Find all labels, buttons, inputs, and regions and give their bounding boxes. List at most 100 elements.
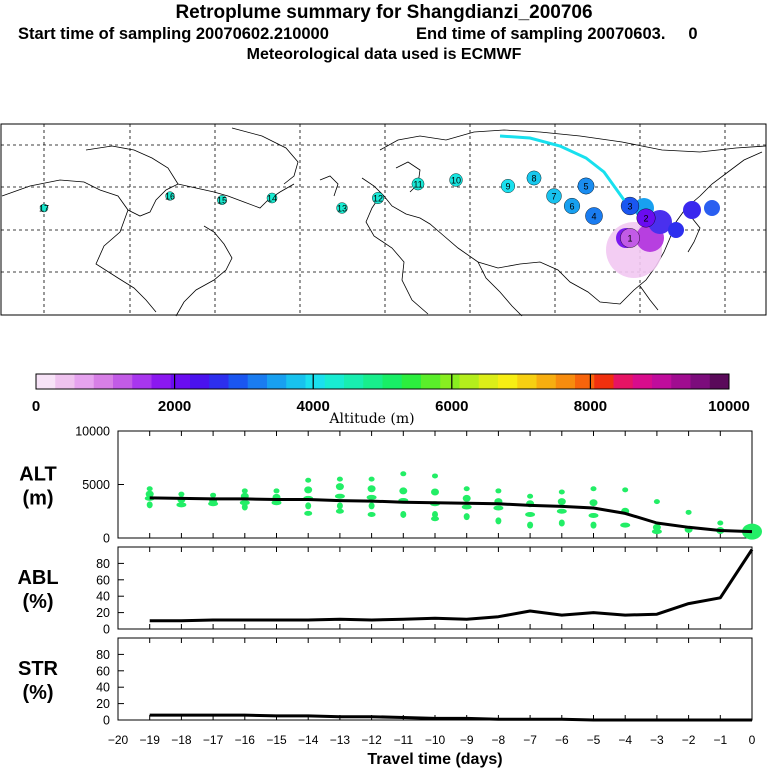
plume-point-label: 8: [531, 174, 536, 184]
colorbar-segment: [190, 374, 210, 389]
altitude-scatter-point: [241, 503, 248, 511]
colorbar-segment: [459, 374, 480, 389]
altitude-scatter-point: [431, 488, 439, 496]
x-tick-label: −12: [361, 733, 382, 747]
coastline: [639, 285, 659, 311]
altitude-scatter-point: [367, 511, 376, 517]
colorbar-tick-label: 10000: [708, 398, 750, 415]
altitude-scatter-point: [335, 483, 344, 491]
colorbar-segment: [36, 374, 56, 389]
plume-point: [526, 170, 542, 186]
coastline: [379, 129, 767, 153]
plume-point-label: 13: [337, 204, 347, 214]
y-tick-label: 60: [96, 573, 110, 587]
plume-point: [165, 191, 175, 201]
colorbar-tick-label: 4000: [297, 398, 330, 415]
panel-ylabel: STR: [18, 658, 59, 680]
altitude-scatter-point: [527, 493, 534, 499]
plume-point: [336, 202, 348, 214]
colorbar-segment: [286, 374, 306, 389]
colorbar-segment: [594, 374, 614, 389]
colorbar-segment: [228, 374, 249, 389]
end-time-label: End time of sampling 20070603. 0: [416, 25, 698, 43]
altitude-scatter-point: [463, 513, 470, 521]
altitude-scatter-point: [556, 508, 567, 514]
plume-point-label: 15: [217, 196, 227, 206]
plume-point: [266, 192, 278, 204]
altitude-scatter-point: [273, 488, 280, 494]
colorbar-segment: [632, 374, 653, 389]
altitude-scatter-point: [145, 490, 154, 498]
plume-point: [620, 228, 640, 248]
panel-str: 0 20 40 60 80 STR(%): [18, 637, 753, 728]
trajectory-map: 17 16 15 14 13 12 11 10 9 8 7 65 4 3 2 1: [0, 123, 767, 317]
colorbar-segment: [344, 374, 364, 389]
altitude-scatter-point: [432, 473, 438, 479]
colorbar-segment: [209, 374, 229, 389]
colorbar-segment: [170, 374, 191, 389]
y-tick-label: 0: [103, 532, 110, 546]
altitude-colorbar: 0 2000 4000 6000 8000 10000 Altitude (m): [32, 373, 750, 427]
x-tick-label: 0: [749, 733, 756, 747]
coastline: [1, 179, 295, 217]
altitude-scatter-point: [146, 501, 153, 509]
plume-point: [636, 208, 656, 228]
altitude-scatter-point: [590, 521, 597, 529]
altitude-scatter-point: [210, 492, 217, 498]
panel-ylabel: (%): [22, 682, 53, 704]
altitude-scatter-point: [493, 505, 504, 511]
x-tick-label: −5: [587, 733, 601, 747]
panel-abl: 0 20 40 60 80 ABL(%): [17, 546, 754, 637]
colorbar-segment: [151, 374, 172, 389]
plume-point-label: 2: [643, 214, 648, 224]
plume-source-blob: [704, 200, 720, 216]
altitude-scatter-point: [336, 502, 343, 510]
plume-point: [449, 173, 463, 187]
x-tick-label: −4: [618, 733, 632, 747]
plume-point-label: 5: [583, 182, 588, 192]
colorbar-segment: [709, 374, 730, 389]
coastline: [175, 225, 233, 317]
colorbar-segment: [132, 374, 152, 389]
y-tick-label: 5000: [82, 478, 110, 492]
y-tick-label: 40: [96, 681, 110, 695]
x-tick-label: −7: [523, 733, 537, 747]
altitude-scatter-point: [432, 510, 438, 518]
x-tick-label: −13: [330, 733, 351, 747]
colorbar-segment: [652, 374, 672, 389]
plume-point-label: 14: [267, 194, 277, 204]
colorbar-segment: [267, 374, 287, 389]
colorbar-segment: [305, 374, 326, 389]
colorbar-segment: [690, 374, 711, 389]
x-tick-label: −9: [460, 733, 474, 747]
panel-ylabel: (m): [22, 488, 53, 510]
plume-point: [411, 177, 425, 191]
altitude-scatter-point: [622, 487, 629, 493]
colorbar-segment: [536, 374, 557, 389]
plume-point: [585, 207, 603, 225]
colorbar-segment: [671, 374, 691, 389]
colorbar-segment: [440, 374, 460, 389]
x-tick-label: −20: [108, 733, 129, 747]
panel-ylabel: (%): [22, 591, 53, 613]
panel-series-line: [149, 548, 754, 623]
colorbar-title: Altitude (m): [328, 411, 414, 427]
altitude-scatter-point: [178, 491, 185, 497]
y-tick-label: 20: [96, 697, 110, 711]
start-time-label: Start time of sampling 20070602.210000: [18, 25, 329, 43]
altitude-scatter-point: [557, 498, 566, 506]
panel-frame: [117, 637, 753, 721]
plume-point-label: 1: [627, 234, 632, 244]
plume-point-label: 3: [627, 202, 632, 212]
plume-point-label: 17: [39, 204, 49, 214]
altitude-scatter-point: [367, 485, 376, 493]
coastline: [687, 217, 701, 253]
x-tick-label: −16: [235, 733, 256, 747]
colorbar-segment: [382, 374, 403, 389]
altitude-scatter-point: [653, 499, 660, 505]
panel-ylabel: ABL: [17, 567, 58, 589]
plume-point: [577, 177, 595, 195]
altitude-scatter-point: [305, 502, 312, 510]
colorbar-segment: [401, 374, 422, 389]
altitude-scatter-point: [590, 486, 597, 492]
